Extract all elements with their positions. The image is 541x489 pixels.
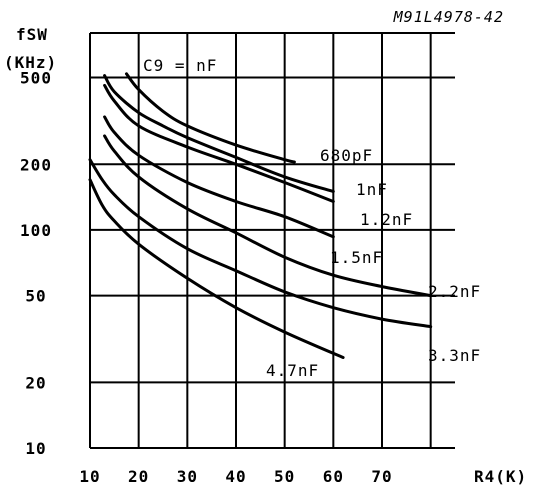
x-tick-label-20: 20	[128, 467, 149, 486]
x-tick-label-10: 10	[79, 467, 100, 486]
y-tick-label-50: 50	[25, 287, 46, 306]
y-tick-label-20: 20	[25, 373, 46, 392]
series-label-680pf: 680pF	[320, 146, 373, 165]
chart-reference: M91L4978-42	[393, 8, 504, 26]
y-axis-label-line1: fSW	[16, 25, 48, 44]
x-axis-label: R4(K)	[474, 467, 527, 486]
series-label-3-3nf: 3.3nF	[428, 346, 481, 365]
series-label-1nf: 1nF	[356, 180, 388, 199]
y-tick-label-200: 200	[20, 155, 52, 174]
series-label-1-5nf: 1.5nF	[330, 248, 383, 267]
x-tick-label-50: 50	[274, 467, 295, 486]
x-tick-label-70: 70	[371, 467, 392, 486]
series-label-2-2nf: 2.2nF	[428, 282, 481, 301]
x-tick-label-40: 40	[225, 467, 246, 486]
y-axis-label-line2: (KHz)	[4, 53, 57, 72]
series-label-4-7nf: 4.7nF	[266, 361, 319, 380]
series-label-1-2nf: 1.2nF	[360, 210, 413, 229]
x-tick-label-30: 30	[177, 467, 198, 486]
parameter-label: C9 = nF	[143, 56, 217, 75]
y-tick-label-10: 10	[25, 439, 46, 458]
y-tick-label-100: 100	[20, 221, 52, 240]
x-tick-label-60: 60	[323, 467, 344, 486]
